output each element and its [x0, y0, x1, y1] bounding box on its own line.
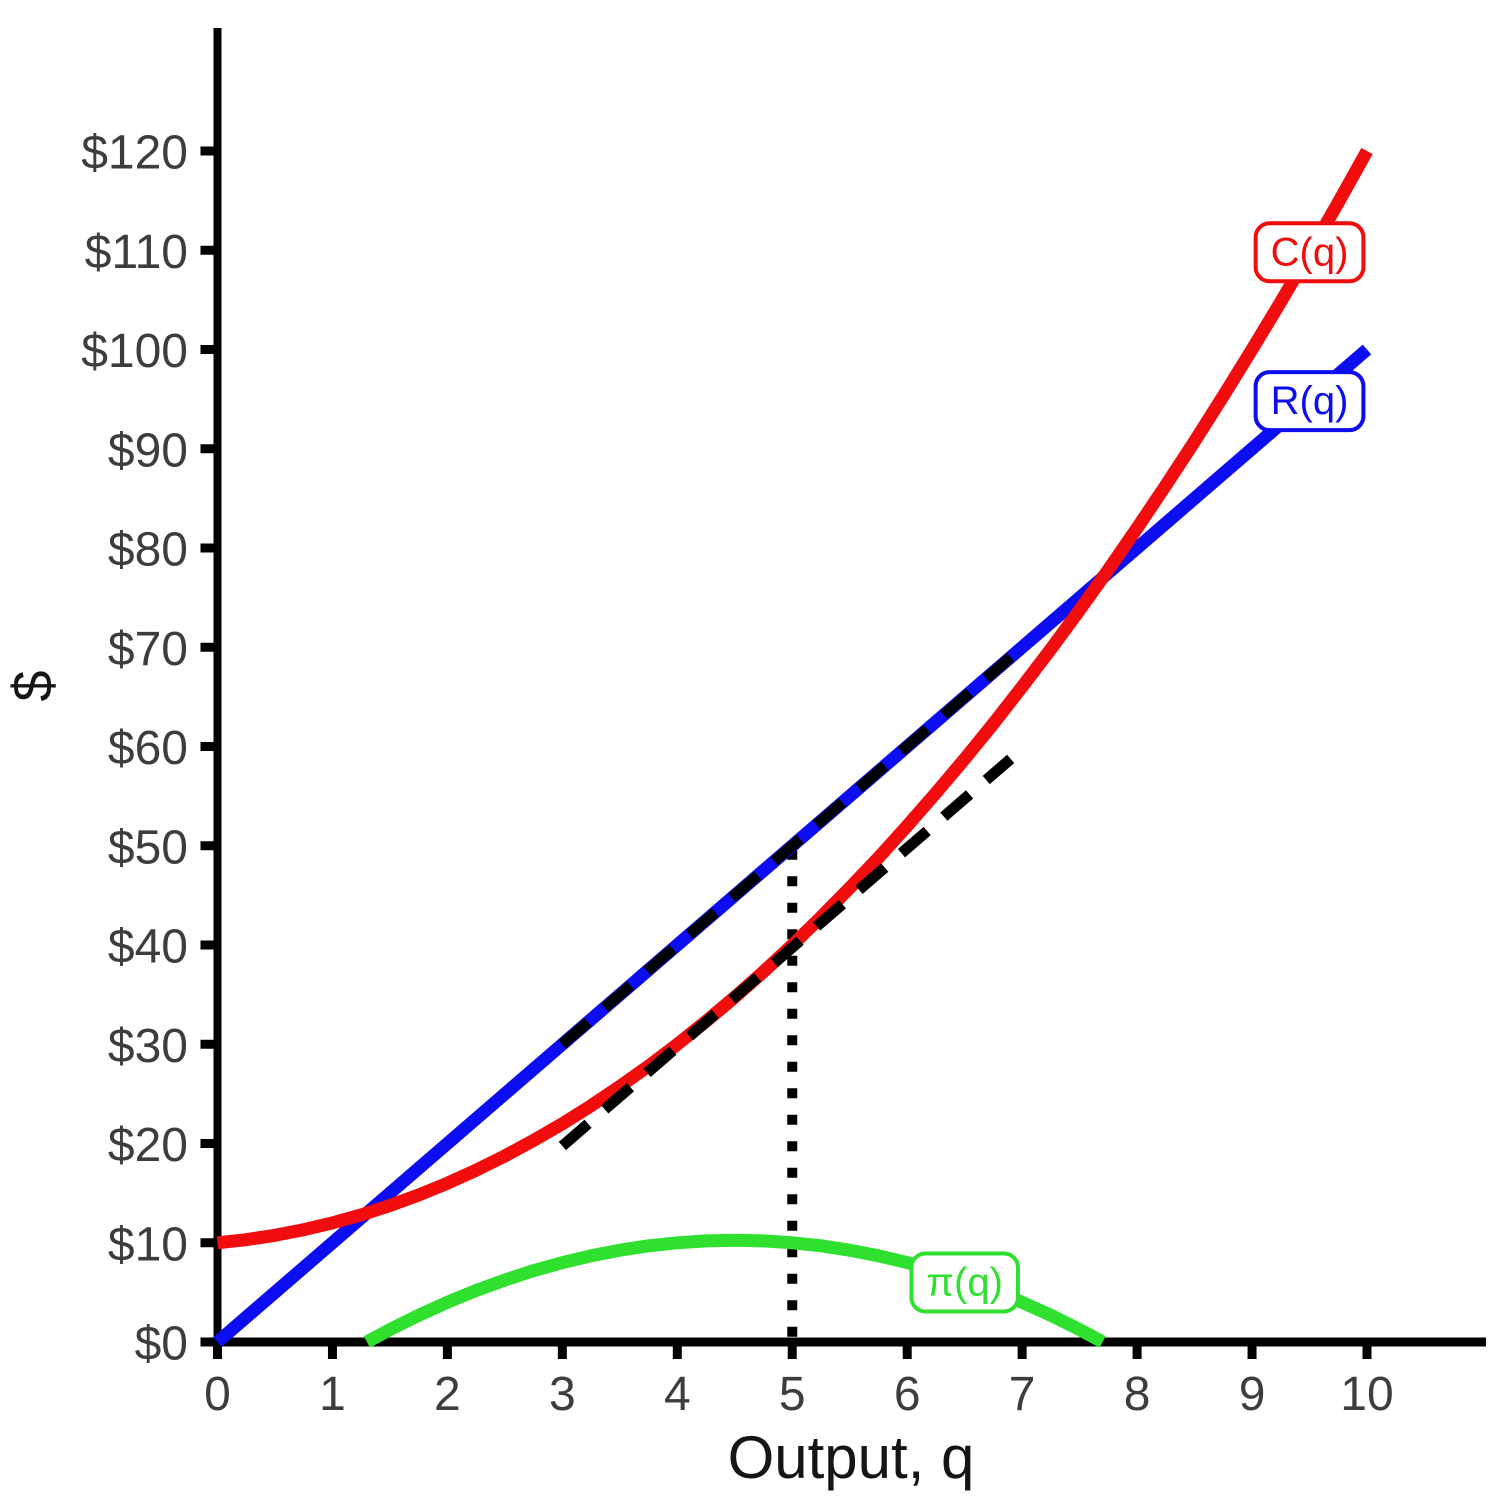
- profit-curve-label-text: π(q): [926, 1260, 1002, 1304]
- x-tick-label: 2: [434, 1368, 461, 1421]
- y-tick-label: $80: [108, 524, 188, 577]
- cost-curve-label-text: C(q): [1271, 230, 1349, 274]
- x-tick-label: 6: [894, 1368, 921, 1421]
- x-tick-label: 10: [1340, 1368, 1393, 1421]
- x-tick-label: 3: [549, 1368, 576, 1421]
- x-tick-label: 5: [779, 1368, 806, 1421]
- x-tick-label: 7: [1009, 1368, 1036, 1421]
- y-tick-label: $0: [135, 1318, 188, 1371]
- marginal-revenue-dashed-overlay: [558, 653, 1015, 1049]
- x-axis-title: Output, q: [728, 1424, 975, 1491]
- revenue-curve-label-box: [1253, 370, 1366, 433]
- axes-layer: 0 1 2 3 4 5 6 7 8 9 10 $0 $10 $20 $30 $40 $50 $60 $70 $80 $9…: [81, 28, 1486, 1421]
- profit-curve-label: π(q): [909, 1251, 1020, 1314]
- y-tick-label: $20: [108, 1119, 188, 1172]
- y-tick-label: $40: [108, 921, 188, 974]
- above-annotations-layer: [558, 653, 1015, 1151]
- y-tick-label: $90: [108, 424, 188, 477]
- y-tick-label: $100: [81, 325, 188, 378]
- curve-labels-layer: C(q) R(q) π(q): [909, 221, 1366, 1314]
- series-layer: [213, 147, 1373, 1348]
- x-tick-label: 9: [1239, 1368, 1266, 1421]
- x-tick-label: 8: [1124, 1368, 1151, 1421]
- y-tick-label: $120: [81, 127, 188, 180]
- cost-tangent-dashed-line: [558, 754, 1015, 1151]
- y-tick-label: $110: [85, 226, 188, 279]
- y-axis-title: $: [1, 670, 64, 701]
- y-tick-label: $10: [108, 1218, 188, 1271]
- x-tick-label: 0: [204, 1368, 231, 1421]
- x-tick-label: 1: [319, 1368, 346, 1421]
- y-tick-label: $60: [108, 722, 188, 775]
- y-tick-label: $70: [108, 623, 188, 676]
- cost-curve: [216, 147, 1373, 1250]
- x-tick-label: 4: [664, 1368, 691, 1421]
- revenue-curve-label: R(q): [1253, 370, 1366, 433]
- revenue-curve-label-text: R(q): [1271, 379, 1349, 423]
- cost-curve-label-box: [1253, 221, 1366, 284]
- y-tick-label: $50: [108, 821, 188, 874]
- cost-curve-label: C(q): [1253, 221, 1366, 284]
- profit-curve-label-box: [909, 1251, 1020, 1314]
- y-tick-label: $30: [108, 1020, 188, 1073]
